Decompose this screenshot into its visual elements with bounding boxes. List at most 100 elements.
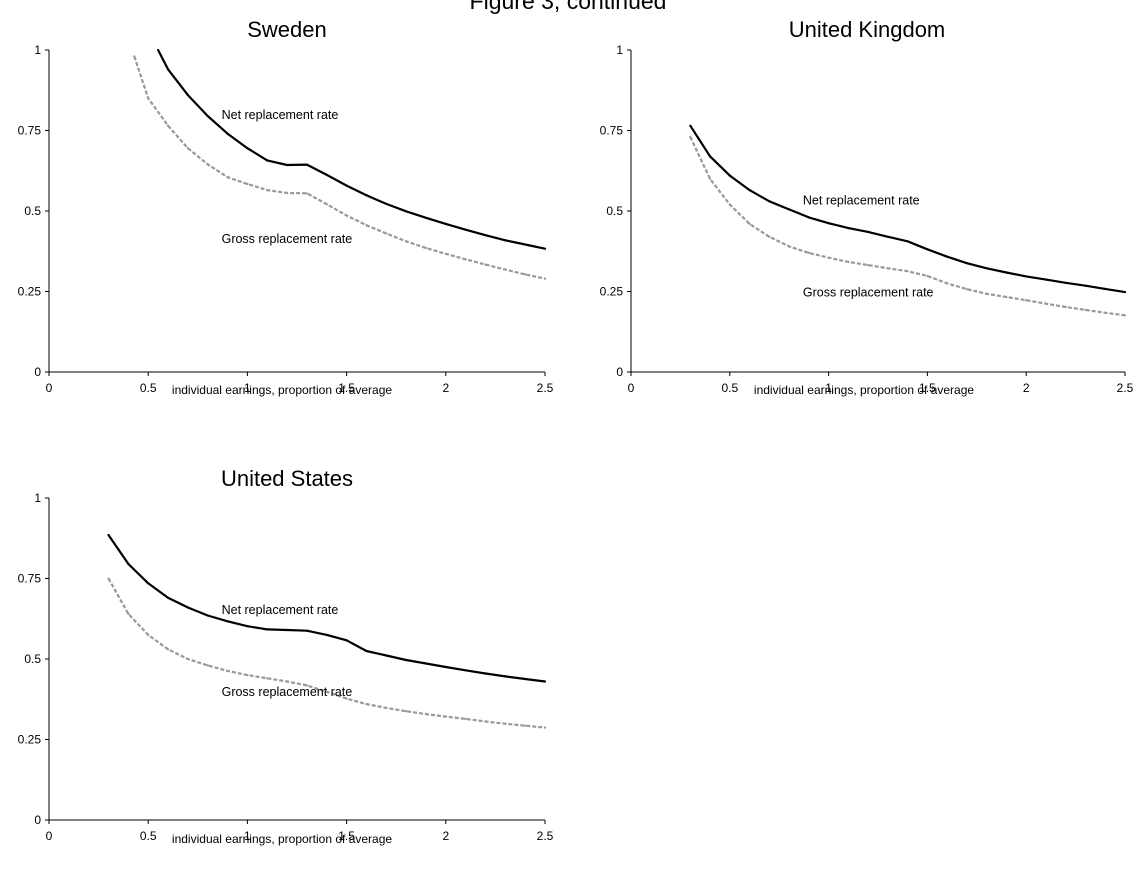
data-point bbox=[444, 222, 447, 225]
data-point bbox=[484, 234, 487, 237]
data-point bbox=[1123, 291, 1127, 294]
data-point bbox=[1123, 314, 1127, 317]
data-point bbox=[965, 262, 969, 265]
data-point bbox=[444, 715, 447, 718]
data-point bbox=[186, 606, 189, 609]
data-point bbox=[847, 227, 850, 230]
data-point bbox=[405, 710, 408, 713]
data-point bbox=[464, 717, 467, 721]
series-annotation: Gross replacement rate bbox=[222, 685, 353, 699]
x-tick-label: 1 bbox=[244, 829, 251, 843]
chart-title: United States bbox=[221, 466, 353, 491]
data-point bbox=[206, 114, 209, 118]
data-point bbox=[365, 224, 368, 227]
x-tick-label: 0.5 bbox=[721, 381, 738, 395]
x-tick-label: 2 bbox=[1023, 381, 1030, 395]
x-axis-label: individual earnings, proportion of avera… bbox=[754, 383, 974, 397]
data-point bbox=[345, 214, 348, 217]
x-tick-label: 0.5 bbox=[140, 829, 157, 843]
data-point bbox=[946, 282, 949, 285]
data-point bbox=[444, 665, 447, 669]
x-tick-label: 2.5 bbox=[1117, 381, 1134, 395]
data-point bbox=[345, 697, 348, 700]
data-point bbox=[365, 194, 368, 197]
data-point bbox=[1044, 302, 1048, 305]
data-point bbox=[484, 720, 487, 723]
data-point bbox=[345, 184, 348, 187]
data-point bbox=[444, 252, 447, 255]
data-point bbox=[305, 629, 308, 632]
data-point bbox=[543, 680, 547, 683]
data-point bbox=[504, 239, 507, 242]
data-point bbox=[807, 251, 810, 254]
data-point bbox=[906, 240, 909, 243]
data-point bbox=[926, 274, 929, 278]
data-point bbox=[385, 232, 388, 235]
data-point bbox=[147, 582, 150, 585]
data-point bbox=[504, 675, 507, 678]
data-point bbox=[266, 628, 269, 631]
data-point bbox=[788, 245, 791, 248]
y-tick-label: 0 bbox=[616, 365, 623, 379]
data-point bbox=[166, 648, 170, 651]
x-tick-label: 1.5 bbox=[338, 381, 355, 395]
data-point bbox=[206, 664, 209, 667]
x-tick-label: 0 bbox=[46, 381, 53, 395]
data-point bbox=[464, 669, 467, 672]
data-point bbox=[166, 68, 170, 71]
data-point bbox=[246, 674, 249, 677]
chart-united-kingdom: United Kingdom 0 0.25 0.5 0.75 1 0 0.5 1 1.5 2 2.5… bbox=[600, 17, 1134, 397]
data-point bbox=[424, 246, 428, 250]
data-point bbox=[226, 620, 229, 623]
data-point bbox=[107, 577, 110, 580]
data-point bbox=[484, 263, 487, 266]
chart-sweden: Sweden 0 0.25 0.5 0.75 1 0 0.5 1 1.5 2 2.5 Net repl… bbox=[18, 17, 554, 397]
data-point bbox=[266, 189, 269, 192]
net-replacement-line bbox=[689, 125, 1126, 294]
data-point bbox=[286, 628, 289, 632]
data-point bbox=[985, 292, 988, 295]
data-point bbox=[127, 612, 130, 616]
data-point bbox=[524, 273, 527, 276]
data-point bbox=[325, 633, 328, 637]
y-tick-label: 0.75 bbox=[18, 124, 42, 138]
data-point bbox=[867, 264, 870, 267]
data-point bbox=[807, 216, 810, 219]
chart-title: Sweden bbox=[247, 17, 327, 42]
data-point bbox=[946, 255, 949, 258]
data-point bbox=[1005, 271, 1008, 274]
data-point bbox=[524, 677, 527, 681]
y-tick-label: 0.75 bbox=[600, 124, 624, 138]
data-point bbox=[926, 248, 929, 251]
data-point bbox=[1084, 284, 1087, 287]
y-tick-label: 1 bbox=[616, 43, 623, 57]
data-point bbox=[827, 222, 830, 225]
series-annotation: Net replacement rate bbox=[222, 603, 339, 617]
y-tick-label: 0.25 bbox=[18, 733, 42, 747]
data-point bbox=[286, 680, 289, 683]
data-point bbox=[886, 235, 890, 238]
series-annotation: Gross replacement rate bbox=[803, 285, 934, 299]
data-point bbox=[1044, 278, 1048, 281]
x-tick-label: 0 bbox=[46, 829, 53, 843]
data-point bbox=[226, 132, 229, 135]
data-point bbox=[186, 657, 189, 661]
plot-area: 0 0.25 0.5 0.75 1 0 0.5 1 1.5 2 2.5 Net replacement… bbox=[18, 43, 554, 395]
data-point bbox=[166, 596, 170, 599]
data-point bbox=[345, 639, 348, 642]
data-point bbox=[524, 243, 527, 246]
data-point bbox=[365, 703, 368, 706]
data-point bbox=[464, 228, 467, 231]
chart-united-states: United States 0 0.25 0.5 0.75 1 0 0.5 1 1.5 2 2.5 N… bbox=[18, 466, 554, 846]
data-point bbox=[708, 177, 712, 180]
data-point bbox=[1064, 305, 1067, 309]
data-point bbox=[689, 124, 692, 127]
data-point bbox=[405, 240, 408, 243]
data-point bbox=[266, 159, 269, 162]
data-point bbox=[206, 163, 209, 166]
data-point bbox=[424, 216, 428, 219]
data-point bbox=[405, 210, 408, 213]
data-point bbox=[206, 614, 209, 617]
y-tick-label: 0 bbox=[34, 365, 41, 379]
y-tick-label: 0.25 bbox=[18, 285, 42, 299]
